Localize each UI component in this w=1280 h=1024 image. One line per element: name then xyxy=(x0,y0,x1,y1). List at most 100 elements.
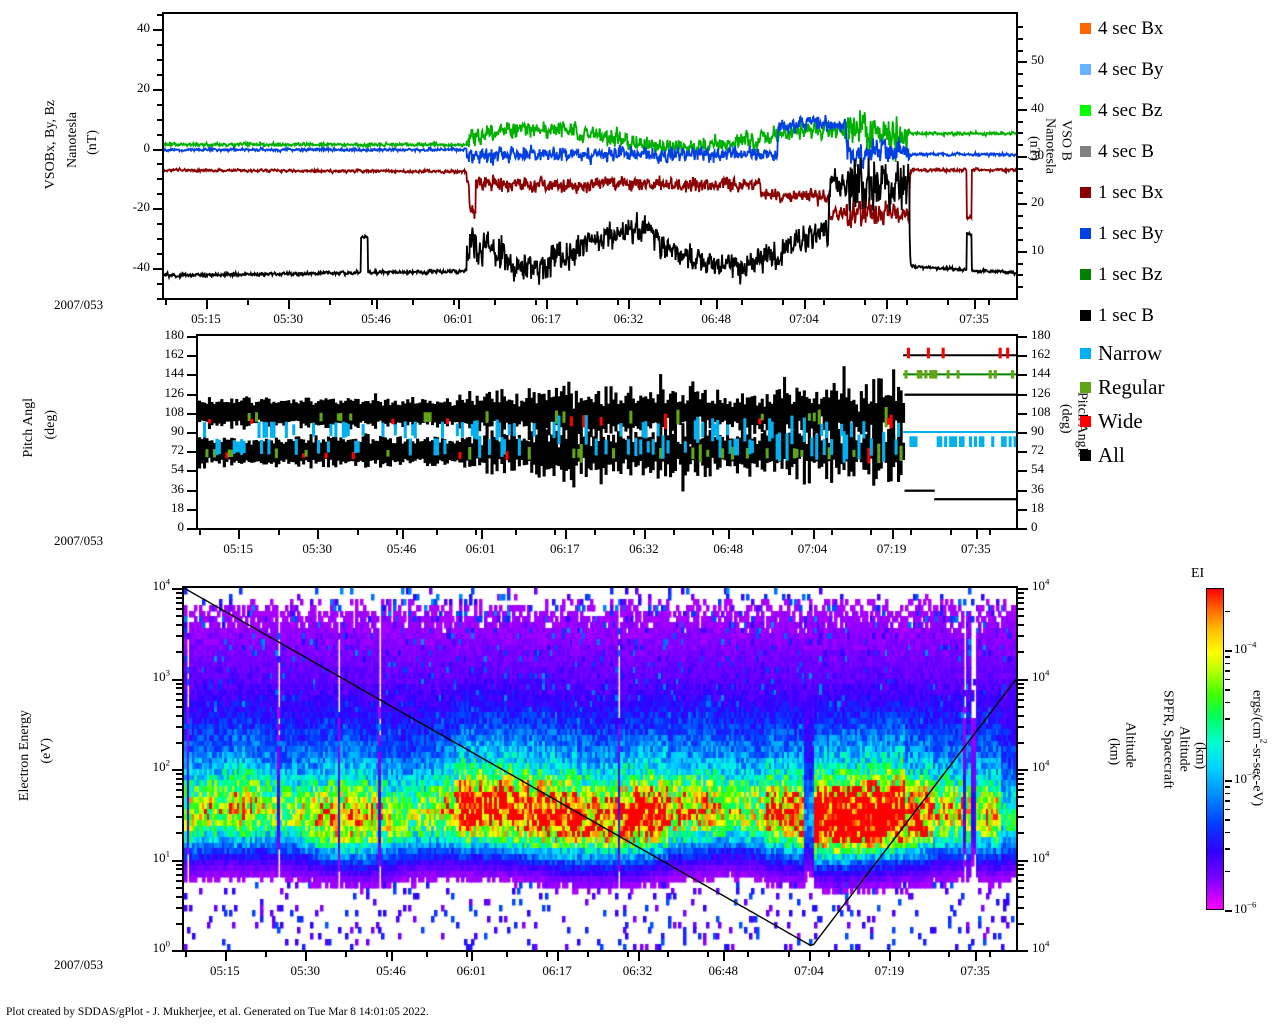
pitch-angle-block-coloured xyxy=(959,436,963,447)
pitch-angle-block xyxy=(592,436,596,464)
pitch-angle-block xyxy=(517,406,521,425)
panel1-y-minor-tick-right xyxy=(1018,73,1023,76)
panel1-y-tick xyxy=(153,148,162,151)
pitch-angle-block-coloured xyxy=(505,451,509,460)
pitch-angle-block xyxy=(505,435,509,461)
pitch-angle-block xyxy=(272,401,276,427)
x-axis-tick xyxy=(728,530,731,539)
x-axis-minor-tick xyxy=(288,300,291,305)
pitch-angle-block xyxy=(535,403,539,430)
pitch-angle-block xyxy=(418,402,422,425)
legend-item-label: 1 sec Bx xyxy=(1098,182,1164,203)
x-axis-tick xyxy=(564,530,567,539)
pitch-angle-block xyxy=(998,393,1002,396)
panel1-y-minor-tick-right xyxy=(1018,262,1023,265)
pitch-angle-block xyxy=(966,393,970,396)
pitch-angle-block xyxy=(252,440,256,463)
pitch-angle-block-coloured xyxy=(292,424,296,436)
panel3-ylabel-right-line2: (km) xyxy=(1106,738,1122,766)
pitch-angle-block xyxy=(537,424,541,478)
pitch-angle-block xyxy=(951,498,955,501)
pitch-angle-block xyxy=(411,397,415,427)
x-axis-minor-tick xyxy=(164,300,167,305)
panel3-y-minor-tick xyxy=(176,705,182,708)
panel2-y-tick-label: 126 xyxy=(1031,384,1051,400)
legend-item-wide[interactable]: Wide xyxy=(1080,404,1270,438)
legend-item-4-sec-by[interactable]: 4 sec By xyxy=(1080,49,1270,90)
colorbar-minor-tick xyxy=(1225,678,1230,681)
pitch-angle-block xyxy=(939,393,943,396)
panel3-y-minor-tick xyxy=(1018,863,1024,866)
panel3-y-minor-tick xyxy=(176,651,182,654)
pitch-angle-block-coloured xyxy=(443,439,447,455)
panel2-ylabel-line2: (deg) xyxy=(43,410,58,440)
pitch-angle-block xyxy=(688,446,692,465)
pitch-angle-block-coloured xyxy=(257,421,261,438)
pitch-angle-block xyxy=(460,437,464,463)
pitch-angle-block-coloured xyxy=(235,441,239,453)
pitch-angle-block xyxy=(656,394,660,425)
legend-item-4-sec-bz[interactable]: 4 sec Bz xyxy=(1080,90,1270,131)
pitch-angle-block xyxy=(996,498,1000,501)
pitch-angle-block xyxy=(634,403,638,427)
x-axis-minor-tick xyxy=(988,952,991,957)
pitch-angle-block-coloured xyxy=(911,436,915,447)
legend-item-4-sec-bx[interactable]: 4 sec Bx xyxy=(1080,8,1270,49)
pitch-angle-block xyxy=(1001,498,1005,501)
legend-item-1-sec-b[interactable]: 1 sec B xyxy=(1080,295,1270,336)
legend-item-4-sec-b[interactable]: 4 sec B xyxy=(1080,131,1270,172)
spectrogram-image xyxy=(184,588,1016,950)
panel3-y-minor-tick xyxy=(176,922,182,925)
pitch-angle-block xyxy=(889,395,893,433)
pitch-angle-block xyxy=(931,393,935,396)
pitch-angle-block-coloured xyxy=(730,446,734,460)
pitch-angle-block-coloured xyxy=(478,436,482,458)
pitch-angle-block xyxy=(609,441,613,465)
legend-item-1-sec-by[interactable]: 1 sec By xyxy=(1080,213,1270,254)
legend-item-1-sec-bx[interactable]: 1 sec Bx xyxy=(1080,172,1270,213)
panel1-y-minor-tick xyxy=(157,298,162,300)
pitch-angle-block xyxy=(525,440,529,465)
x-axis-tick-label: 07:19 xyxy=(874,963,905,978)
panel1-y-tick-right xyxy=(1018,61,1027,64)
legend-item-narrow[interactable]: Narrow xyxy=(1080,336,1270,370)
legend-item-regular[interactable]: Regular xyxy=(1080,370,1270,404)
x-axis-tick xyxy=(716,300,719,309)
pitch-angle-block xyxy=(557,447,561,467)
pitch-angle-block xyxy=(651,398,655,424)
panel2-y-tick-label: 144 xyxy=(1031,365,1051,381)
pitch-angle-block xyxy=(649,436,653,473)
pitch-angle-block xyxy=(242,397,246,430)
legend-item-1-sec-bz[interactable]: 1 sec Bz xyxy=(1080,254,1270,295)
pitch-angle-block xyxy=(282,443,286,462)
panel3-y-minor-tick xyxy=(1018,615,1024,618)
panel3-y-minor-tick xyxy=(176,832,182,835)
pitch-angle-block xyxy=(678,444,682,465)
pitch-angle-block xyxy=(926,393,930,396)
pitch-angle-block-coloured xyxy=(612,448,616,459)
pitch-angle-block xyxy=(867,403,871,424)
pitch-angle-block xyxy=(262,441,266,465)
footer-credit: Plot created by SDDAS/gPlot - J. Mukherj… xyxy=(6,1006,429,1018)
x-axis-minor-tick xyxy=(247,300,250,305)
pitch-angle-block xyxy=(294,402,298,421)
x-axis-tick-label: 07:35 xyxy=(959,311,989,326)
legend-item-all[interactable]: All xyxy=(1080,438,1270,472)
pitch-angle-block xyxy=(859,442,863,463)
pitch-angle-block-coloured xyxy=(554,410,558,424)
pitch-angle-block xyxy=(587,396,591,430)
x-axis-tick-label: 07:04 xyxy=(789,311,819,326)
pitch-angle-block-coloured xyxy=(577,449,581,458)
panel2-y-tick-label: 180 xyxy=(164,327,185,342)
pitch-angle-block xyxy=(981,393,985,396)
pitch-angle-block xyxy=(616,431,620,472)
panel1-y-minor-tick-right xyxy=(1018,37,1023,40)
panel1-y-tick-label: -20 xyxy=(132,199,150,215)
pitch-angle-block xyxy=(961,498,965,501)
panel3-y-minor-tick xyxy=(1018,879,1024,882)
pitch-angle-block xyxy=(495,435,499,472)
pitch-angle-block xyxy=(661,389,665,428)
pitch-angle-block-coloured xyxy=(676,409,680,425)
pitch-angle-block-coloured xyxy=(344,422,348,438)
pitch-angle-block xyxy=(287,439,291,464)
